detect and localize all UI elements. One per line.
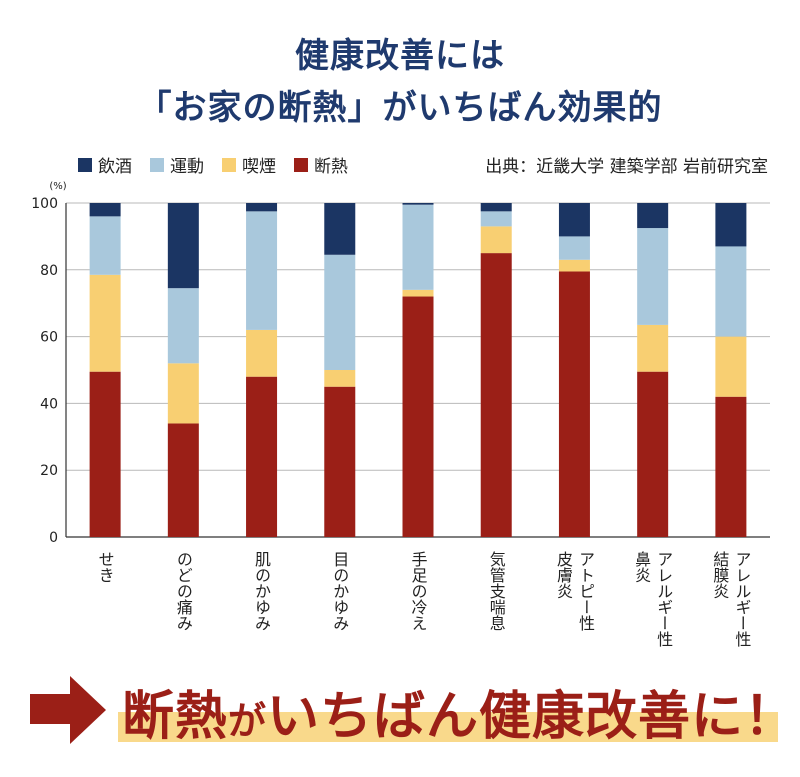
chart-title-line2: 「お家の断熱」がいちばん効果的 (137, 88, 663, 128)
bar-segment (715, 396, 747, 537)
legend-item: 運動 (150, 152, 204, 177)
stacked-bar-chart: 0 20 40 60 80 100 (%) せき のどの痛み 肌のかゆみ 目のかゆみ 手足の冷え 気管支… (31, 181, 770, 647)
slogan-banner: 断熱がいちばん健康改善に！ (30, 672, 796, 752)
legend-label: 運動 (170, 157, 204, 177)
x-tick-label: 手足の冷え (409, 551, 428, 631)
y-tick-label: 100 (31, 196, 58, 212)
x-tick-label: アトピー性 (576, 551, 595, 631)
bar-segment (480, 253, 512, 537)
x-tick-label: アレルギー性 (732, 551, 751, 647)
bar-segment (637, 371, 669, 537)
source-note: 出典：近畿大学 建築学部 岩前研究室 (485, 157, 768, 177)
bar-segment (480, 203, 512, 212)
bar-segment (558, 271, 590, 537)
arrow-icon-body (30, 694, 72, 724)
bar-segment (402, 296, 434, 537)
slogan-text: 断熱がいちばん健康改善に！ (122, 674, 797, 749)
bar-segment (89, 274, 121, 372)
legend-item: 飲酒 (78, 152, 132, 177)
legend: 飲酒 運動 喫煙 断熱 (78, 152, 366, 177)
legend-label: 断熱 (314, 157, 348, 177)
bar-segment (558, 203, 590, 237)
bar-segment (324, 370, 356, 387)
x-tick-label: 鼻炎 (632, 551, 651, 583)
bar-segment (167, 288, 199, 364)
bar-segment (89, 216, 121, 275)
bar-segment (246, 211, 278, 330)
bar-segment (402, 204, 434, 290)
bar-segment (89, 371, 121, 537)
legend-item: 喫煙 (222, 152, 276, 177)
bar-segment (89, 203, 121, 217)
bar-segment (246, 203, 278, 212)
chart-title-line1: 健康改善には (295, 36, 505, 76)
slogan-part2: が (228, 699, 268, 743)
bar-segment (324, 203, 356, 255)
bar-segment (167, 203, 199, 289)
bar-segment (402, 203, 434, 205)
bar-segment (558, 259, 590, 272)
bar-segment (637, 324, 669, 372)
y-tick-label: 80 (40, 263, 58, 279)
bar-segment (480, 211, 512, 227)
bar-segment (167, 423, 199, 537)
legend-swatch (78, 157, 92, 172)
bar-segment (715, 246, 747, 337)
x-tick-label: アレルギー性 (654, 551, 673, 647)
slogan-part3: いちばん健康改善に！ (267, 687, 798, 747)
bar-segment (715, 203, 747, 247)
x-tick-label: 気管支喘息 (487, 551, 506, 631)
bar-segment (246, 329, 278, 377)
right-arrow-icon (70, 676, 106, 744)
bar-segment (246, 376, 278, 537)
legend-swatch (222, 157, 236, 172)
legend-label: 喫煙 (242, 157, 276, 177)
legend-swatch (294, 157, 308, 172)
bar-segment (480, 226, 512, 254)
slogan-part1: 断熱 (122, 687, 229, 747)
x-tick-label: 肌のかゆみ (252, 551, 271, 631)
x-tick-label: のどの痛み (174, 551, 193, 631)
legend-label: 飲酒 (98, 157, 132, 177)
x-tick-label: せき (96, 551, 115, 583)
bar-segment (167, 363, 199, 424)
x-tick-label: 目のかゆみ (330, 551, 349, 631)
y-unit-label: (%) (49, 181, 66, 192)
slogan-highlight (118, 712, 778, 742)
bar-segment (637, 203, 669, 229)
legend-item: 断熱 (294, 152, 348, 177)
bar-segment (324, 254, 356, 370)
bar-segment (324, 386, 356, 537)
y-tick-label: 20 (40, 463, 58, 479)
bar-segment (715, 336, 747, 397)
y-tick-label: 60 (40, 330, 58, 346)
y-tick-label: 0 (49, 530, 58, 546)
bar-segment (637, 228, 669, 325)
bar-segment (558, 236, 590, 260)
x-tick-label: 皮膚炎 (554, 551, 573, 599)
y-tick-label: 40 (40, 396, 58, 412)
legend-swatch (150, 157, 164, 172)
x-tick-label: 結膜炎 (710, 551, 729, 599)
bar-segment (402, 289, 434, 297)
